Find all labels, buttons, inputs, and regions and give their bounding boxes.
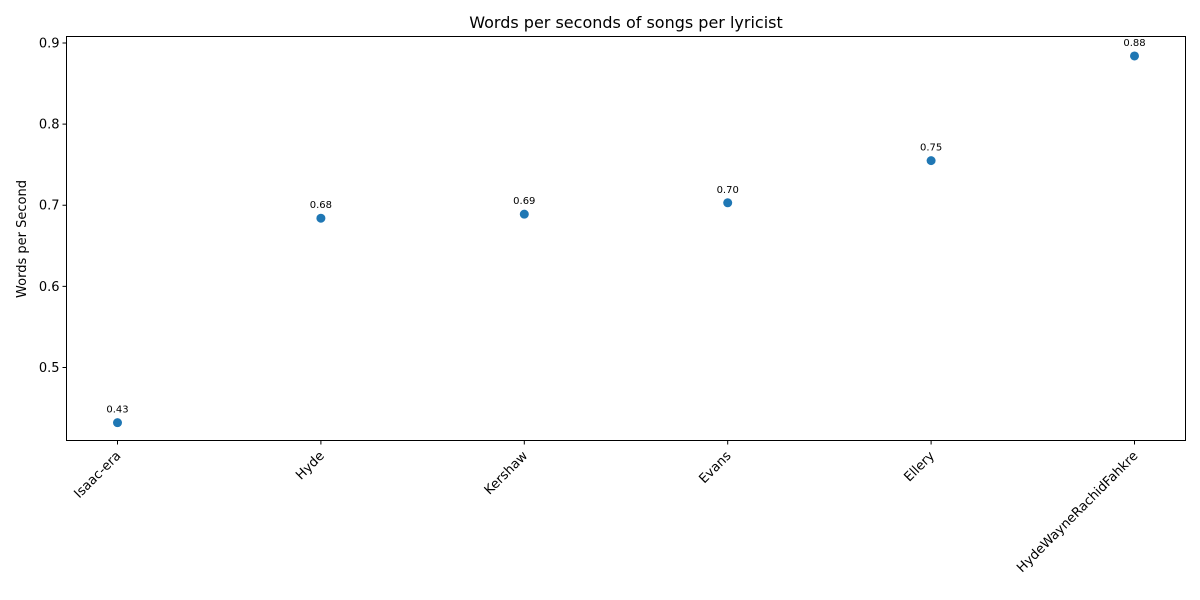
x-tick-label: Evans bbox=[696, 449, 734, 487]
y-axis: 0.5 0.6 0.7 0.8 0.9 bbox=[39, 36, 67, 376]
data-point bbox=[926, 156, 936, 166]
x-tick-label: Kershaw bbox=[482, 448, 532, 498]
y-tick-label: 0.8 bbox=[39, 118, 60, 133]
y-axis-label: Words per Second bbox=[15, 180, 30, 298]
y-tick-label: 0.9 bbox=[39, 36, 60, 51]
x-tick-label: HydeWayneRachidFahkre bbox=[1014, 449, 1141, 576]
data-points bbox=[113, 51, 1139, 428]
data-point bbox=[723, 198, 733, 208]
y-tick-label: 0.7 bbox=[39, 199, 60, 214]
chart-title: Words per seconds of songs per lyricist bbox=[469, 13, 783, 32]
data-point bbox=[519, 209, 529, 219]
x-axis: Isaac-era Hyde Kershaw Evans Ellery HydeWayne… bbox=[72, 440, 1141, 576]
y-tick-label: 0.5 bbox=[39, 361, 60, 376]
data-label: 0.75 bbox=[920, 143, 942, 154]
x-tick-label: Ellery bbox=[902, 449, 939, 486]
data-point bbox=[1130, 51, 1139, 61]
data-point bbox=[316, 213, 326, 223]
x-tick-label: Hyde bbox=[293, 449, 327, 483]
data-label: 0.70 bbox=[717, 185, 739, 196]
data-point bbox=[113, 418, 122, 428]
data-label: 0.69 bbox=[513, 196, 535, 207]
y-tick-label: 0.6 bbox=[39, 280, 60, 295]
data-label: 0.88 bbox=[1123, 38, 1145, 49]
data-label: 0.68 bbox=[310, 200, 332, 211]
plot-area-frame bbox=[66, 36, 1186, 441]
data-label: 0.43 bbox=[106, 405, 128, 416]
data-labels: 0.43 0.68 0.69 0.70 0.75 0.88 bbox=[106, 38, 1145, 416]
x-tick-label: Isaac-era bbox=[72, 449, 125, 502]
